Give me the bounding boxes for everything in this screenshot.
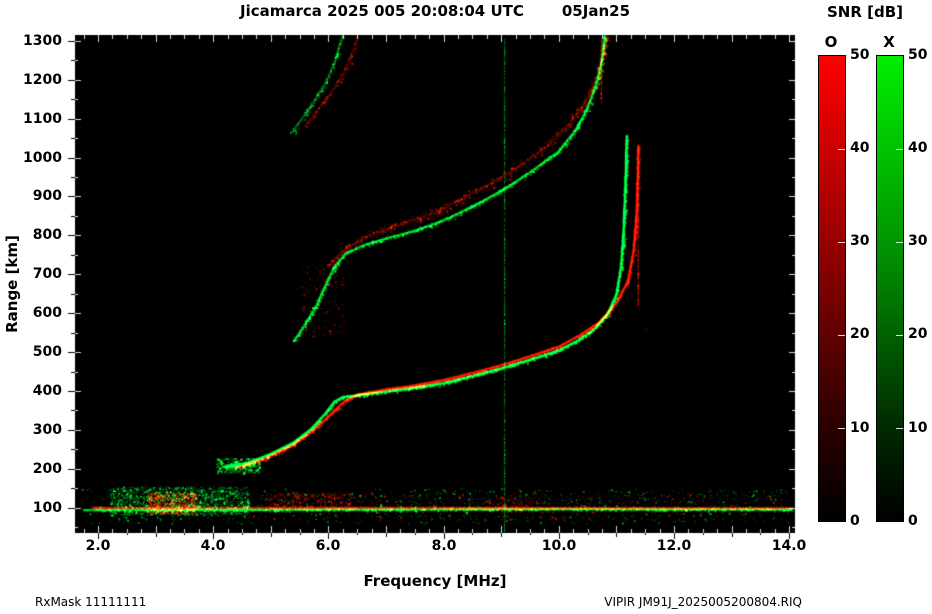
colorbar-tick-label: 0 [908, 513, 918, 529]
y-tick-label: 900 [32, 188, 62, 204]
colorbar-tick [896, 149, 903, 150]
colorbar-tick-label: 50 [908, 47, 928, 63]
y-tick-label: 400 [32, 383, 62, 399]
y-tick-label: 100 [32, 500, 62, 516]
y-tick-label: 500 [32, 344, 62, 360]
y-tick-label: 1100 [23, 111, 62, 127]
colorbar-o-label: O [824, 33, 838, 51]
plot-title: Jicamarca 2025 005 20:08:04 UTC 05Jan25 [75, 2, 795, 20]
x-axis-label: Frequency [MHz] [363, 572, 507, 590]
colorbar-tick-label: 0 [850, 513, 860, 529]
colorbar-tick-label: 30 [908, 233, 928, 249]
colorbar-tick-label: 20 [850, 326, 870, 342]
y-tick-label: 800 [32, 227, 62, 243]
colorbar-tick [838, 149, 845, 150]
title-date: 05Jan25 [561, 2, 631, 20]
colorbar-tick-label: 40 [850, 140, 870, 156]
y-tick-label: 1000 [23, 150, 62, 166]
colorbar-tick-label: 10 [850, 420, 870, 436]
x-tick-label: 6.0 [315, 538, 341, 554]
y-tick-label: 700 [32, 266, 62, 282]
x-tick-label: 14.0 [771, 538, 807, 554]
colorbar-tick [896, 428, 903, 429]
colorbar-o [818, 55, 846, 522]
y-tick-label: 600 [32, 305, 62, 321]
y-tick-label: 300 [32, 422, 62, 438]
colorbar-tick [896, 242, 903, 243]
colorbar-tick-label: 10 [908, 420, 928, 436]
colorbar-tick [838, 428, 845, 429]
colorbar-tick-label: 20 [908, 326, 928, 342]
y-tick-label: 1300 [23, 33, 62, 49]
rxmask-text: RxMask 11111111 [35, 595, 147, 609]
y-tick-label: 200 [32, 461, 62, 477]
y-tick-label: 1200 [23, 72, 62, 88]
colorbar-x-label: X [883, 33, 895, 51]
filename-text: VIPIR JM91J_2025005200804.RIQ [604, 595, 802, 609]
x-tick-label: 8.0 [431, 538, 457, 554]
x-tick-label: 12.0 [656, 538, 692, 554]
x-tick-label: 10.0 [541, 538, 577, 554]
colorbar-tick [838, 335, 845, 336]
colorbar-x [876, 55, 904, 522]
colorbar-tick-label: 30 [850, 233, 870, 249]
colorbar-tick-label: 40 [908, 140, 928, 156]
colorbar-tick [896, 335, 903, 336]
x-tick-label: 4.0 [200, 538, 226, 554]
colorbar-tick-label: 50 [850, 47, 870, 63]
colorbar-title: SNR [dB] [826, 3, 903, 21]
title-text: Jicamarca 2025 005 20:08:04 UTC [239, 2, 524, 20]
colorbar-tick [838, 242, 845, 243]
x-tick-label: 2.0 [85, 538, 111, 554]
